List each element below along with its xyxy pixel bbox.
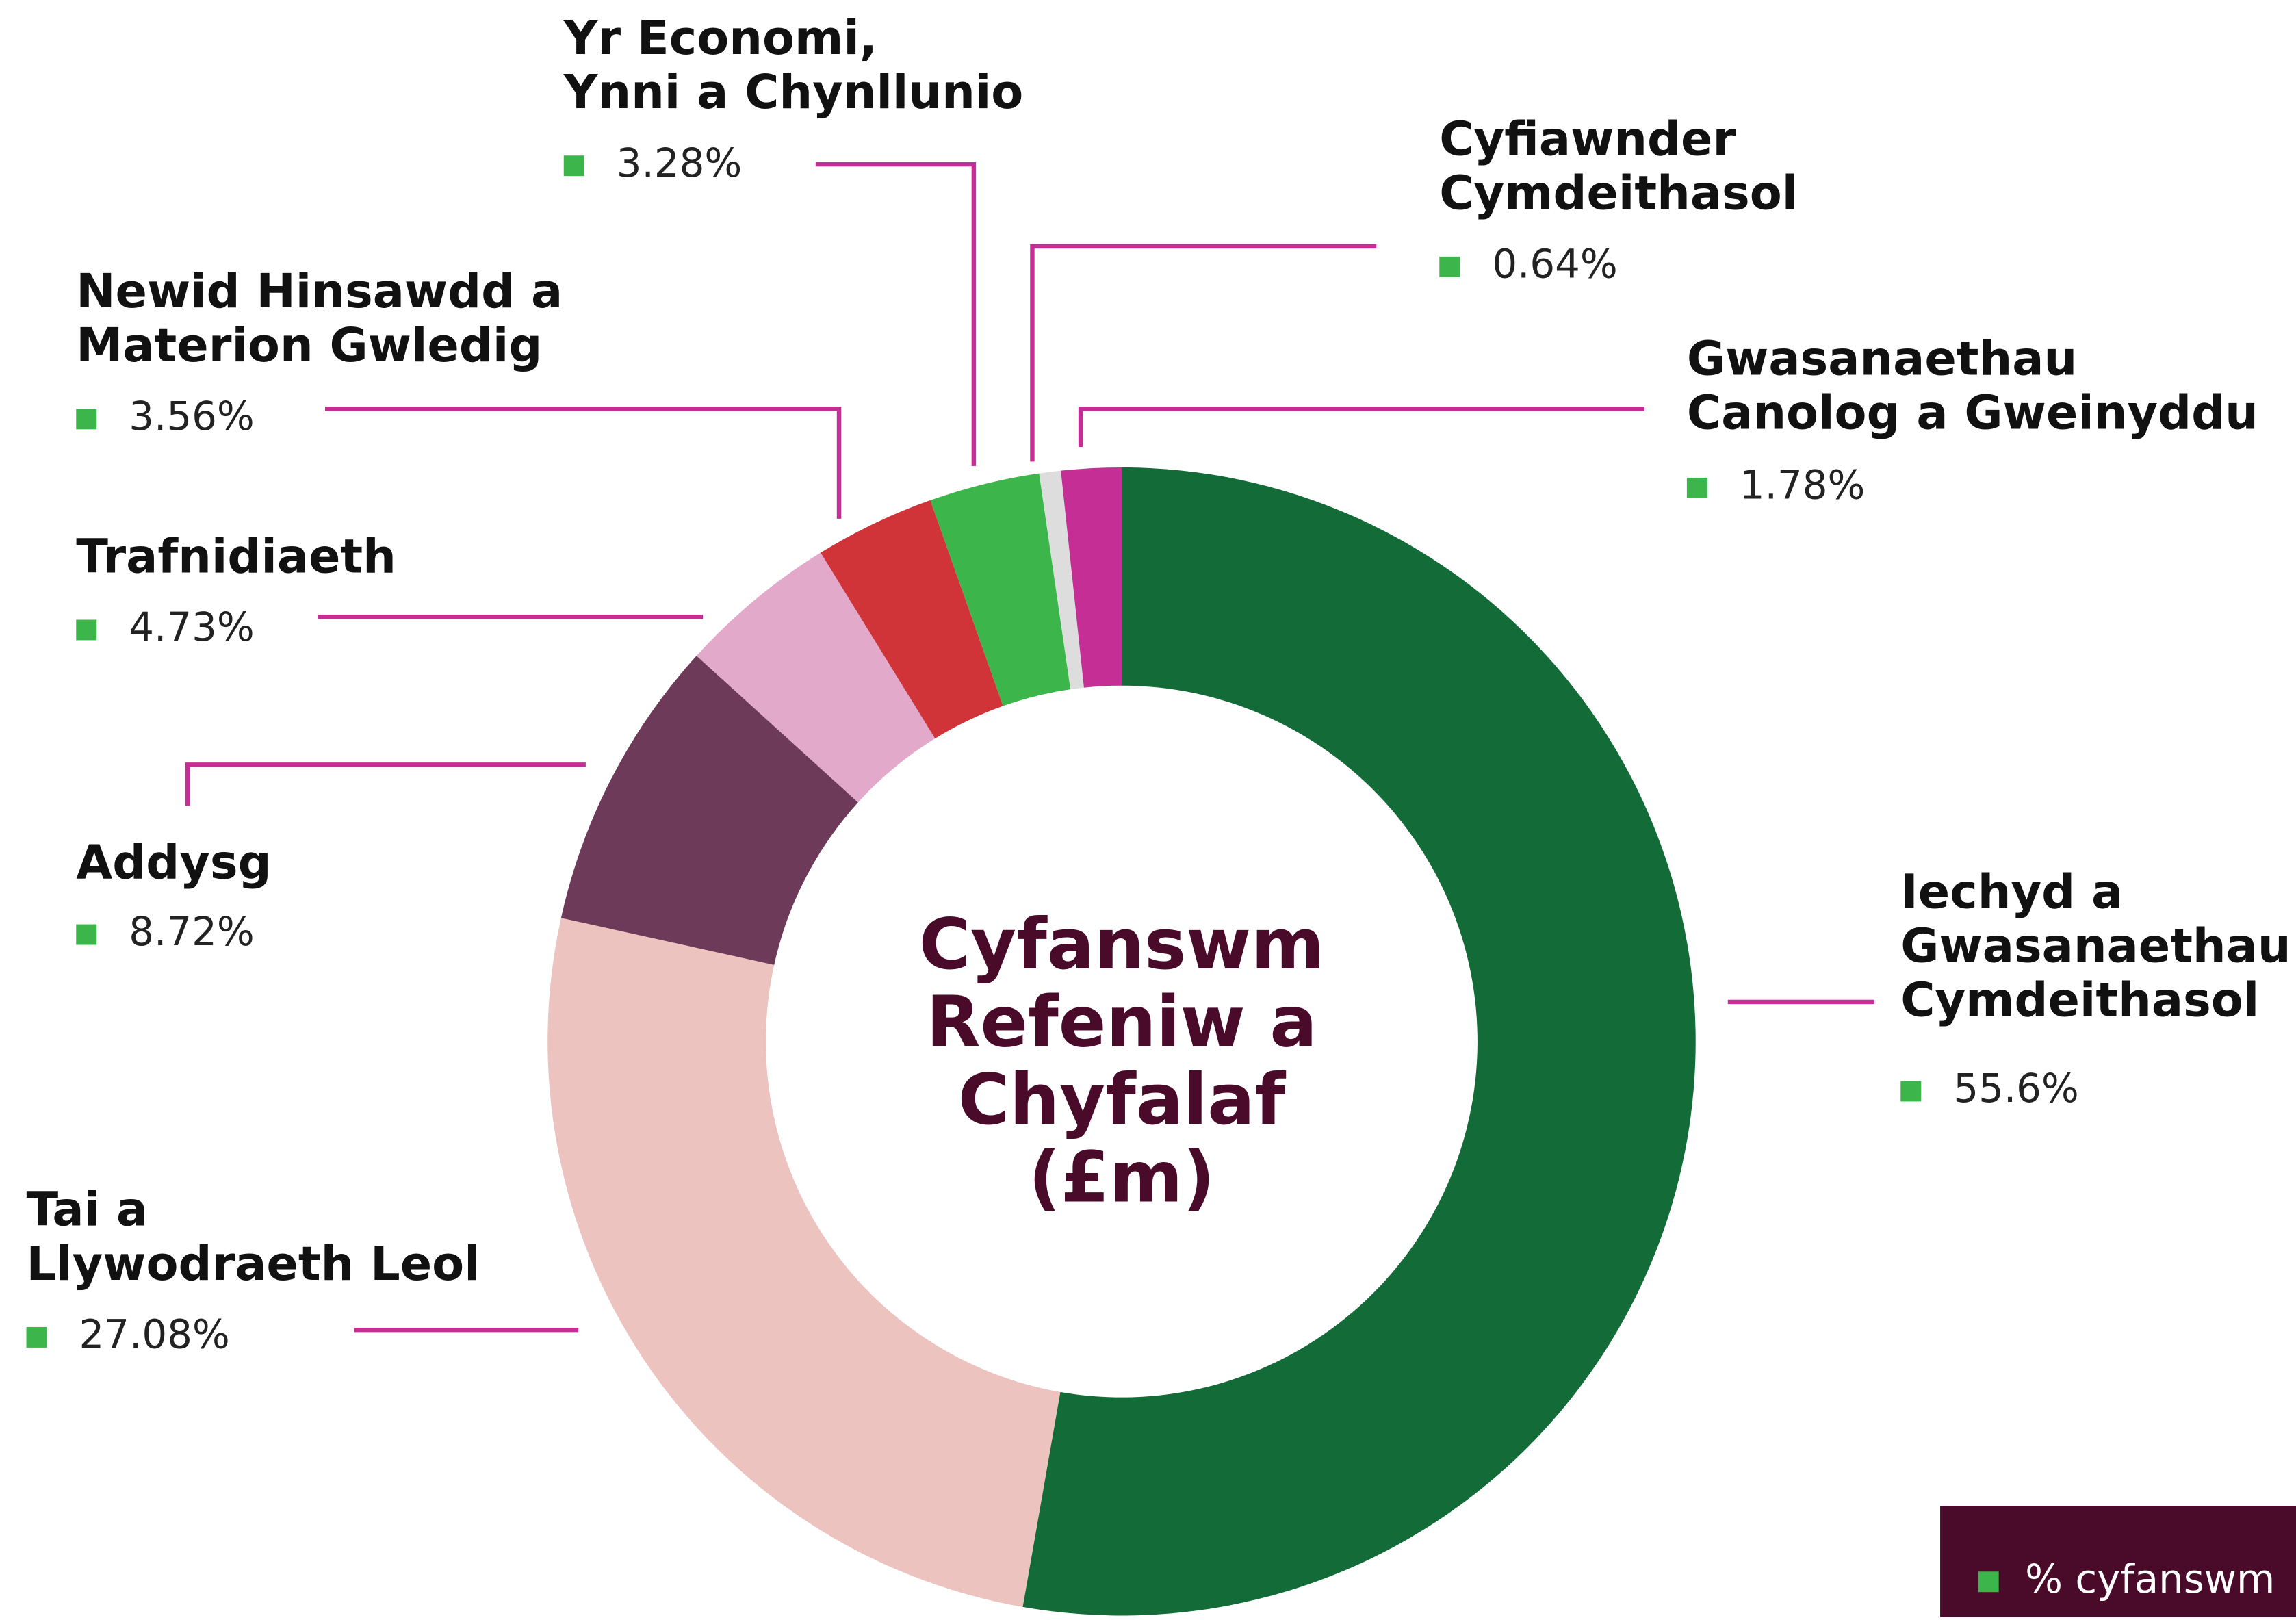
slice-label: Gwasanaethau [1900, 918, 2291, 973]
value-label: 27.08% [79, 1311, 230, 1358]
leader-line [185, 762, 586, 806]
value-label: 55.6% [1953, 1065, 2079, 1111]
center-label: Chyfalaf [958, 1059, 1287, 1141]
value-label: 0.64% [1492, 240, 1618, 287]
slice-label: Ynni a Chynllunio [563, 65, 1024, 120]
slice-label: Cyfiawnder [1439, 112, 1736, 166]
leader-line [325, 407, 842, 519]
slice-label: Cymdeithasol [1439, 166, 1798, 221]
slice-label: Newid Hinsawdd a [76, 264, 563, 319]
slice-label: Llywodraeth Leol [27, 1237, 480, 1291]
donut-slice [547, 918, 1061, 1607]
center-label: Cyfanswm [919, 904, 1324, 986]
slice-label: Gwasanaethau [1687, 331, 2077, 386]
donut-slice [821, 500, 1003, 739]
label-swatch [26, 1326, 47, 1348]
slice-label: Tai a [27, 1183, 149, 1237]
slice-label: Materion Gwledig [76, 318, 542, 373]
donut-slice [1039, 470, 1084, 690]
value-label: 4.73% [129, 604, 255, 650]
value-label: 3.28% [617, 140, 743, 186]
label-swatch [76, 619, 97, 641]
center-label: Refeniw a [926, 982, 1317, 1064]
label-swatch [76, 409, 97, 430]
label-swatch [1439, 256, 1460, 277]
slice-label: Trafnidiaeth [76, 529, 396, 584]
value-label: 1.78% [1740, 462, 1866, 509]
leader-line [815, 162, 977, 466]
donut-slice [696, 552, 936, 803]
legend-label: % cyfanswm [2025, 1556, 2275, 1602]
value-label: 3.56% [129, 393, 255, 439]
slice-label: Yr Economi, [563, 11, 877, 66]
legend-box [1940, 1505, 2296, 1620]
center-label: (£m) [1029, 1137, 1215, 1218]
donut-slice [1022, 467, 1696, 1616]
slice-label: Iechyd a [1900, 864, 2123, 919]
label-swatch [1900, 1081, 1922, 1102]
label-swatch [1686, 477, 1707, 498]
slice-label: Canolog a Gweinyddu [1687, 386, 2258, 441]
leader-line [1078, 407, 1644, 448]
donut-slice [560, 656, 858, 965]
label-swatch [76, 924, 97, 945]
donut-slice [930, 473, 1071, 706]
legend-swatch [1978, 1571, 1999, 1593]
slice-label: Cymdeithasol [1900, 973, 2259, 1028]
donut-slice [1061, 467, 1122, 688]
value-label: 8.72% [129, 908, 255, 955]
slice-label: Addysg [76, 835, 271, 890]
leader-line [1030, 244, 1377, 462]
label-swatch [563, 155, 584, 177]
